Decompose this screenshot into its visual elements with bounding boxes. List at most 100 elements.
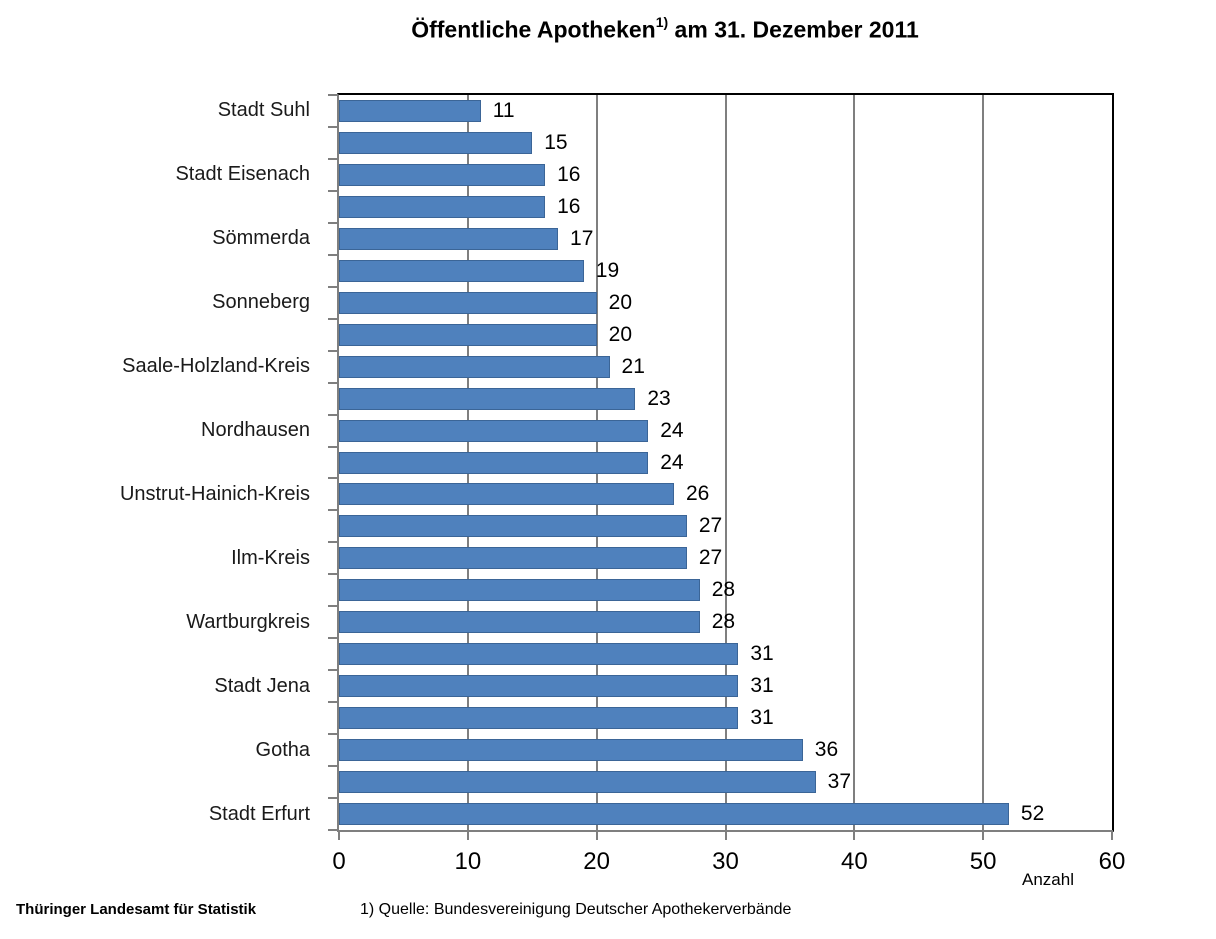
y-axis-tick [328,765,337,768]
y-axis-tick [328,157,337,160]
bar-value-label: 11 [492,98,515,122]
bar-value-label: 24 [660,450,684,474]
category-label: Ilm-Kreis [231,546,310,569]
category-label: Saale-Holzland-Kreis [122,355,310,378]
gridline [853,95,856,830]
y-axis-tick [328,797,337,800]
bar-value-label: 23 [647,386,671,410]
category-label: Stadt Jena [214,674,310,697]
bar-value-label: 28 [711,610,736,634]
bar [339,387,636,410]
bar [339,355,610,378]
category-label: Gotha [255,738,310,761]
y-axis-tick [328,253,337,256]
x-tick-label: 40 [840,848,868,875]
x-axis-tick [1111,830,1113,840]
bar [339,483,674,506]
bar-value-label: 31 [750,674,774,698]
bar [339,323,597,346]
bar-value-label: 21 [621,354,645,378]
y-axis-tick [328,285,337,288]
chart-title: Öffentliche Apotheken1) am 31. Dezember … [411,14,919,44]
bar-value-label: 26 [685,482,710,506]
bar-value-label: 28 [711,578,736,602]
x-tick-label: 60 [1098,848,1126,875]
bar-value-label: 31 [750,642,774,666]
y-axis-tick [328,445,337,448]
category-label: Wartburgkreis [186,610,310,633]
bar-value-label: 16 [557,162,581,186]
gridline [724,95,727,830]
x-tick-label: 30 [712,848,739,875]
bar-value-label: 19 [595,258,620,282]
bar [339,131,533,154]
bar [339,515,687,538]
bar [339,291,597,314]
y-axis-tick [328,605,337,608]
x-axis-title: Anzahl [1022,870,1074,889]
x-tick-label: 20 [583,848,611,875]
bar [339,259,584,282]
x-axis-tick [466,830,469,840]
bar [339,99,481,122]
y-axis-tick [328,573,337,576]
x-tick-label: 50 [969,848,997,875]
bar-value-label: 36 [814,738,839,762]
category-label: Unstrut-Hainich-Kreis [119,482,310,505]
y-axis-tick [328,541,337,544]
x-axis-tick [724,830,727,840]
y-axis-tick [328,317,337,320]
bar [339,675,739,698]
category-label: Stadt Erfurt [208,802,310,825]
plot-area: 11 15 16 16 17 19 20 20 21 23 24 24 26 27 27 28 28 31 31 31… [328,93,1125,889]
bar-value-label: 15 [544,130,568,154]
y-axis-tick [328,349,337,352]
y-axis-category-labels: Stadt Suhl Stadt Eisenach Sömmerda Sonneber… [0,95,310,830]
y-axis-tick [328,477,337,480]
bar-value-label: 52 [1020,802,1045,826]
bar-value-label: 24 [660,418,684,442]
y-axis-tick [328,189,337,192]
chart-title-main: Öffentliche Apotheken [411,16,656,43]
category-label: Stadt Eisenach [175,163,310,186]
bar [339,163,546,186]
x-axis-tick [853,830,856,840]
y-axis-tick [328,381,337,384]
bar [339,611,700,634]
bar-value-label: 17 [570,226,594,250]
x-tick-label: 10 [454,848,482,875]
y-axis-tick [328,701,337,704]
category-label: Stadt Suhl [217,99,310,122]
y-axis-tick [328,125,337,128]
x-tick-label: 0 [332,848,346,875]
bar-value-label: 16 [557,194,581,218]
y-axis-tick [328,829,337,831]
x-axis-tick [595,830,598,840]
bar [339,451,649,474]
category-label: Nordhausen [201,419,310,442]
category-label: Sonneberg [212,291,310,314]
x-axis-tick [338,830,340,840]
y-axis-tick [328,413,337,416]
category-label: Sömmerda [212,227,310,250]
bar-value-label: 27 [698,546,723,570]
bar-value-label: 20 [608,290,633,314]
bar [339,803,1009,826]
bar-value-label: 27 [698,514,723,538]
y-axis-tick [328,733,337,736]
y-axis-tick [328,221,337,224]
bar [339,579,700,602]
y-axis-tick [328,509,337,512]
bar [339,195,546,218]
y-axis-tick [328,669,337,672]
gridline [982,95,985,830]
bar [339,707,739,730]
x-axis-tick [982,830,985,840]
bar-value-label: 20 [608,322,633,346]
y-axis-tick [328,94,337,96]
bar [339,227,559,250]
chart-title-suffix: am 31. Dezember 2011 [668,16,919,43]
bar-value-label: 31 [750,706,774,730]
footer-source-note: 1) Quelle: Bundesvereinigung Deutscher A… [360,901,792,918]
